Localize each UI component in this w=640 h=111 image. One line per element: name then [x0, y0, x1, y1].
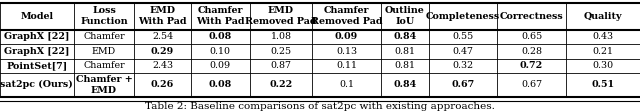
Text: Loss
Function: Loss Function	[80, 6, 128, 26]
Text: 0.67: 0.67	[521, 80, 542, 89]
Text: GraphX [22]: GraphX [22]	[4, 47, 70, 56]
Text: Chamfer +
EMD: Chamfer + EMD	[76, 75, 132, 95]
Text: Chamfer: Chamfer	[83, 61, 125, 70]
Text: 0.09: 0.09	[335, 32, 358, 41]
Text: Completeness: Completeness	[426, 12, 500, 21]
Text: 0.87: 0.87	[271, 61, 291, 70]
Text: Correctness: Correctness	[500, 12, 563, 21]
Text: 0.10: 0.10	[210, 47, 230, 56]
Text: 0.72: 0.72	[520, 61, 543, 70]
Text: 0.81: 0.81	[394, 61, 415, 70]
Text: sat2pc (Ours): sat2pc (Ours)	[1, 80, 73, 89]
Text: 0.1: 0.1	[339, 80, 354, 89]
Text: 2.43: 2.43	[152, 61, 173, 70]
Text: 0.84: 0.84	[393, 80, 417, 89]
Text: 0.51: 0.51	[591, 80, 614, 89]
Text: 0.43: 0.43	[592, 32, 614, 41]
Text: 0.09: 0.09	[209, 61, 231, 70]
Text: 0.47: 0.47	[452, 47, 474, 56]
Text: 0.67: 0.67	[451, 80, 475, 89]
Text: 0.28: 0.28	[521, 47, 542, 56]
Text: Model: Model	[20, 12, 53, 21]
Text: Table 2: Baseline comparisons of sat2pc with existing approaches.: Table 2: Baseline comparisons of sat2pc …	[145, 101, 495, 111]
Text: 0.81: 0.81	[394, 47, 415, 56]
Text: EMD
With Pad: EMD With Pad	[138, 6, 187, 26]
Text: PointSet[7]: PointSet[7]	[6, 61, 67, 70]
Text: EMD: EMD	[92, 47, 116, 56]
Text: Outline
IoU: Outline IoU	[385, 6, 425, 26]
Text: 0.26: 0.26	[151, 80, 174, 89]
Text: 1.08: 1.08	[271, 32, 291, 41]
Text: 0.84: 0.84	[393, 32, 417, 41]
Text: 0.55: 0.55	[452, 32, 474, 41]
Text: 0.29: 0.29	[151, 47, 174, 56]
Text: 0.25: 0.25	[270, 47, 292, 56]
Text: 0.11: 0.11	[336, 61, 357, 70]
Text: 0.13: 0.13	[336, 47, 357, 56]
Text: 0.30: 0.30	[592, 61, 614, 70]
Text: EMD
Removed Pad: EMD Removed Pad	[245, 6, 317, 26]
Bar	[0, 3, 640, 97]
Text: GraphX [22]: GraphX [22]	[4, 32, 70, 41]
Text: 2.54: 2.54	[152, 32, 173, 41]
Text: 0.22: 0.22	[269, 80, 292, 89]
Text: 0.65: 0.65	[521, 32, 542, 41]
Text: 0.08: 0.08	[209, 80, 232, 89]
Text: 0.08: 0.08	[209, 32, 232, 41]
Text: Chamfer
Removed Pad: Chamfer Removed Pad	[311, 6, 382, 26]
Text: Quality: Quality	[584, 12, 622, 21]
Text: Chamfer: Chamfer	[83, 32, 125, 41]
Text: 0.32: 0.32	[452, 61, 474, 70]
Text: Chamfer
With Pad: Chamfer With Pad	[196, 6, 244, 26]
Text: 0.21: 0.21	[593, 47, 613, 56]
